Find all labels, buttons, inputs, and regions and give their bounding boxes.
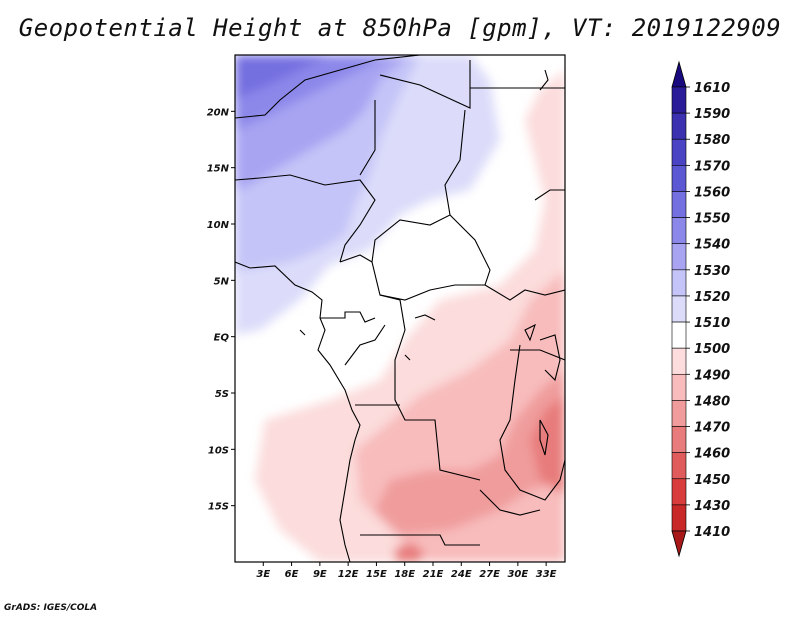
borders <box>235 55 565 562</box>
colorbar-label: 1530 <box>694 264 730 279</box>
lat-tick-label: 15N <box>207 164 230 175</box>
lat-tick-label: 5S <box>215 389 229 400</box>
colorbar-swatch <box>671 191 687 218</box>
field-1480-region <box>375 370 565 535</box>
colorbar-label: 1550 <box>694 212 730 227</box>
coastline-west <box>235 261 361 562</box>
colorbar: 1610 1590 1580 1570 1560 1550 1540 1530 1520 1510… <box>671 60 730 558</box>
border-1 <box>235 174 376 263</box>
colorbar-label: 1590 <box>694 107 730 122</box>
lon-tick-label: 21E <box>423 569 444 580</box>
colorbar-label: 1460 <box>694 447 730 462</box>
border-12 <box>360 534 480 546</box>
colorbar-label: 1510 <box>694 316 730 331</box>
colorbar-swatch <box>671 452 687 480</box>
lon-tick-label: 15E <box>366 569 387 580</box>
lake-3 <box>539 69 549 91</box>
colorbar-label: 1480 <box>694 394 730 409</box>
colorbar-label: 1580 <box>694 133 730 148</box>
field-1470-spot <box>395 542 425 562</box>
grads-credit: GrADS: IGES/COLA <box>4 603 98 613</box>
colorbar-label: 1500 <box>694 342 730 357</box>
border-8 <box>320 311 376 323</box>
colorbar-label: 1520 <box>694 290 730 305</box>
lon-tick-label: 12E <box>338 569 359 580</box>
border-18 <box>534 189 565 201</box>
colorbar-label: 1410 <box>694 525 730 540</box>
colorbar-swatch <box>671 269 687 297</box>
lat-tick-label: EQ <box>214 333 230 344</box>
field-1470-region <box>530 395 565 495</box>
lake-6 <box>404 354 411 361</box>
border-2 <box>235 55 421 119</box>
lat-tick-label: 15S <box>208 502 229 513</box>
lake-4 <box>414 314 436 321</box>
border-16 <box>479 489 541 516</box>
lake-2 <box>524 323 536 342</box>
lake-5 <box>299 329 306 336</box>
lon-tick-label: 3E <box>256 569 270 580</box>
colorbar-label: 1540 <box>694 238 730 253</box>
colorbar-swatch <box>671 373 687 401</box>
map-title: Geopotential Height at 850hPa [gpm], VT:… <box>18 14 782 42</box>
field-1560-region <box>235 55 330 100</box>
colorbar-swatch <box>671 321 687 349</box>
colorbar-swatch <box>671 165 687 192</box>
colorbar-cap-bottom <box>671 530 687 558</box>
border-13 <box>484 284 565 301</box>
border-4 <box>359 100 376 176</box>
border-5 <box>371 109 466 263</box>
colorbar-label: 1570 <box>694 159 730 174</box>
colorbar-swatch <box>671 138 687 166</box>
colorbar-label: 1610 <box>694 81 730 96</box>
colorbar-label: 1490 <box>694 368 730 383</box>
colorbar-swatch <box>671 347 687 375</box>
border-3 <box>379 60 471 109</box>
colorbar-swatch <box>671 217 687 245</box>
border-10 <box>344 324 386 366</box>
colorbar-swatch <box>671 426 687 453</box>
border-15 <box>499 344 565 501</box>
lat-tick-label: 10N <box>207 220 230 231</box>
colorbar-label: 1430 <box>694 499 730 514</box>
lon-tick-label: 30E <box>507 569 528 580</box>
colorbar-swatch <box>671 112 687 140</box>
colorbar-swatch <box>671 243 687 271</box>
colorbar-swatch <box>671 478 687 506</box>
colorbar-label: 1470 <box>694 421 730 436</box>
colorbar-label: 1560 <box>694 185 730 200</box>
lon-tick-label: 9E <box>313 569 327 580</box>
lat-tick-label: 5N <box>214 276 230 287</box>
colorbar-swatch <box>671 295 687 323</box>
lon-tick-label: 27E <box>479 569 500 580</box>
colorbar-swatch <box>671 504 687 532</box>
border-9 <box>379 294 481 481</box>
lon-tick-label: 24E <box>451 569 472 580</box>
lon-axis: 3E 6E 9E 12E 15E 18E 21E 24E 27E 30E 33E <box>256 562 557 580</box>
colorbar-swatch <box>671 400 687 427</box>
border-19 <box>539 334 561 382</box>
border-14 <box>510 349 565 361</box>
plot-frame <box>234 54 566 563</box>
lake-1 <box>539 419 549 456</box>
lat-axis: 20N 15N 10N 5N EQ 5S 10S 15S <box>207 107 235 513</box>
lat-tick-label: 20N <box>207 107 230 118</box>
colorbar-swatch <box>671 86 687 114</box>
colorbar-cap-top <box>671 60 687 88</box>
lon-tick-label: 18E <box>394 569 415 580</box>
colorbar-label: 1450 <box>694 473 730 488</box>
lat-tick-label: 10S <box>208 445 229 456</box>
height-field <box>235 55 565 562</box>
lon-tick-label: 33E <box>536 569 557 580</box>
border-7 <box>339 254 373 263</box>
lon-tick-label: 6E <box>285 569 299 580</box>
